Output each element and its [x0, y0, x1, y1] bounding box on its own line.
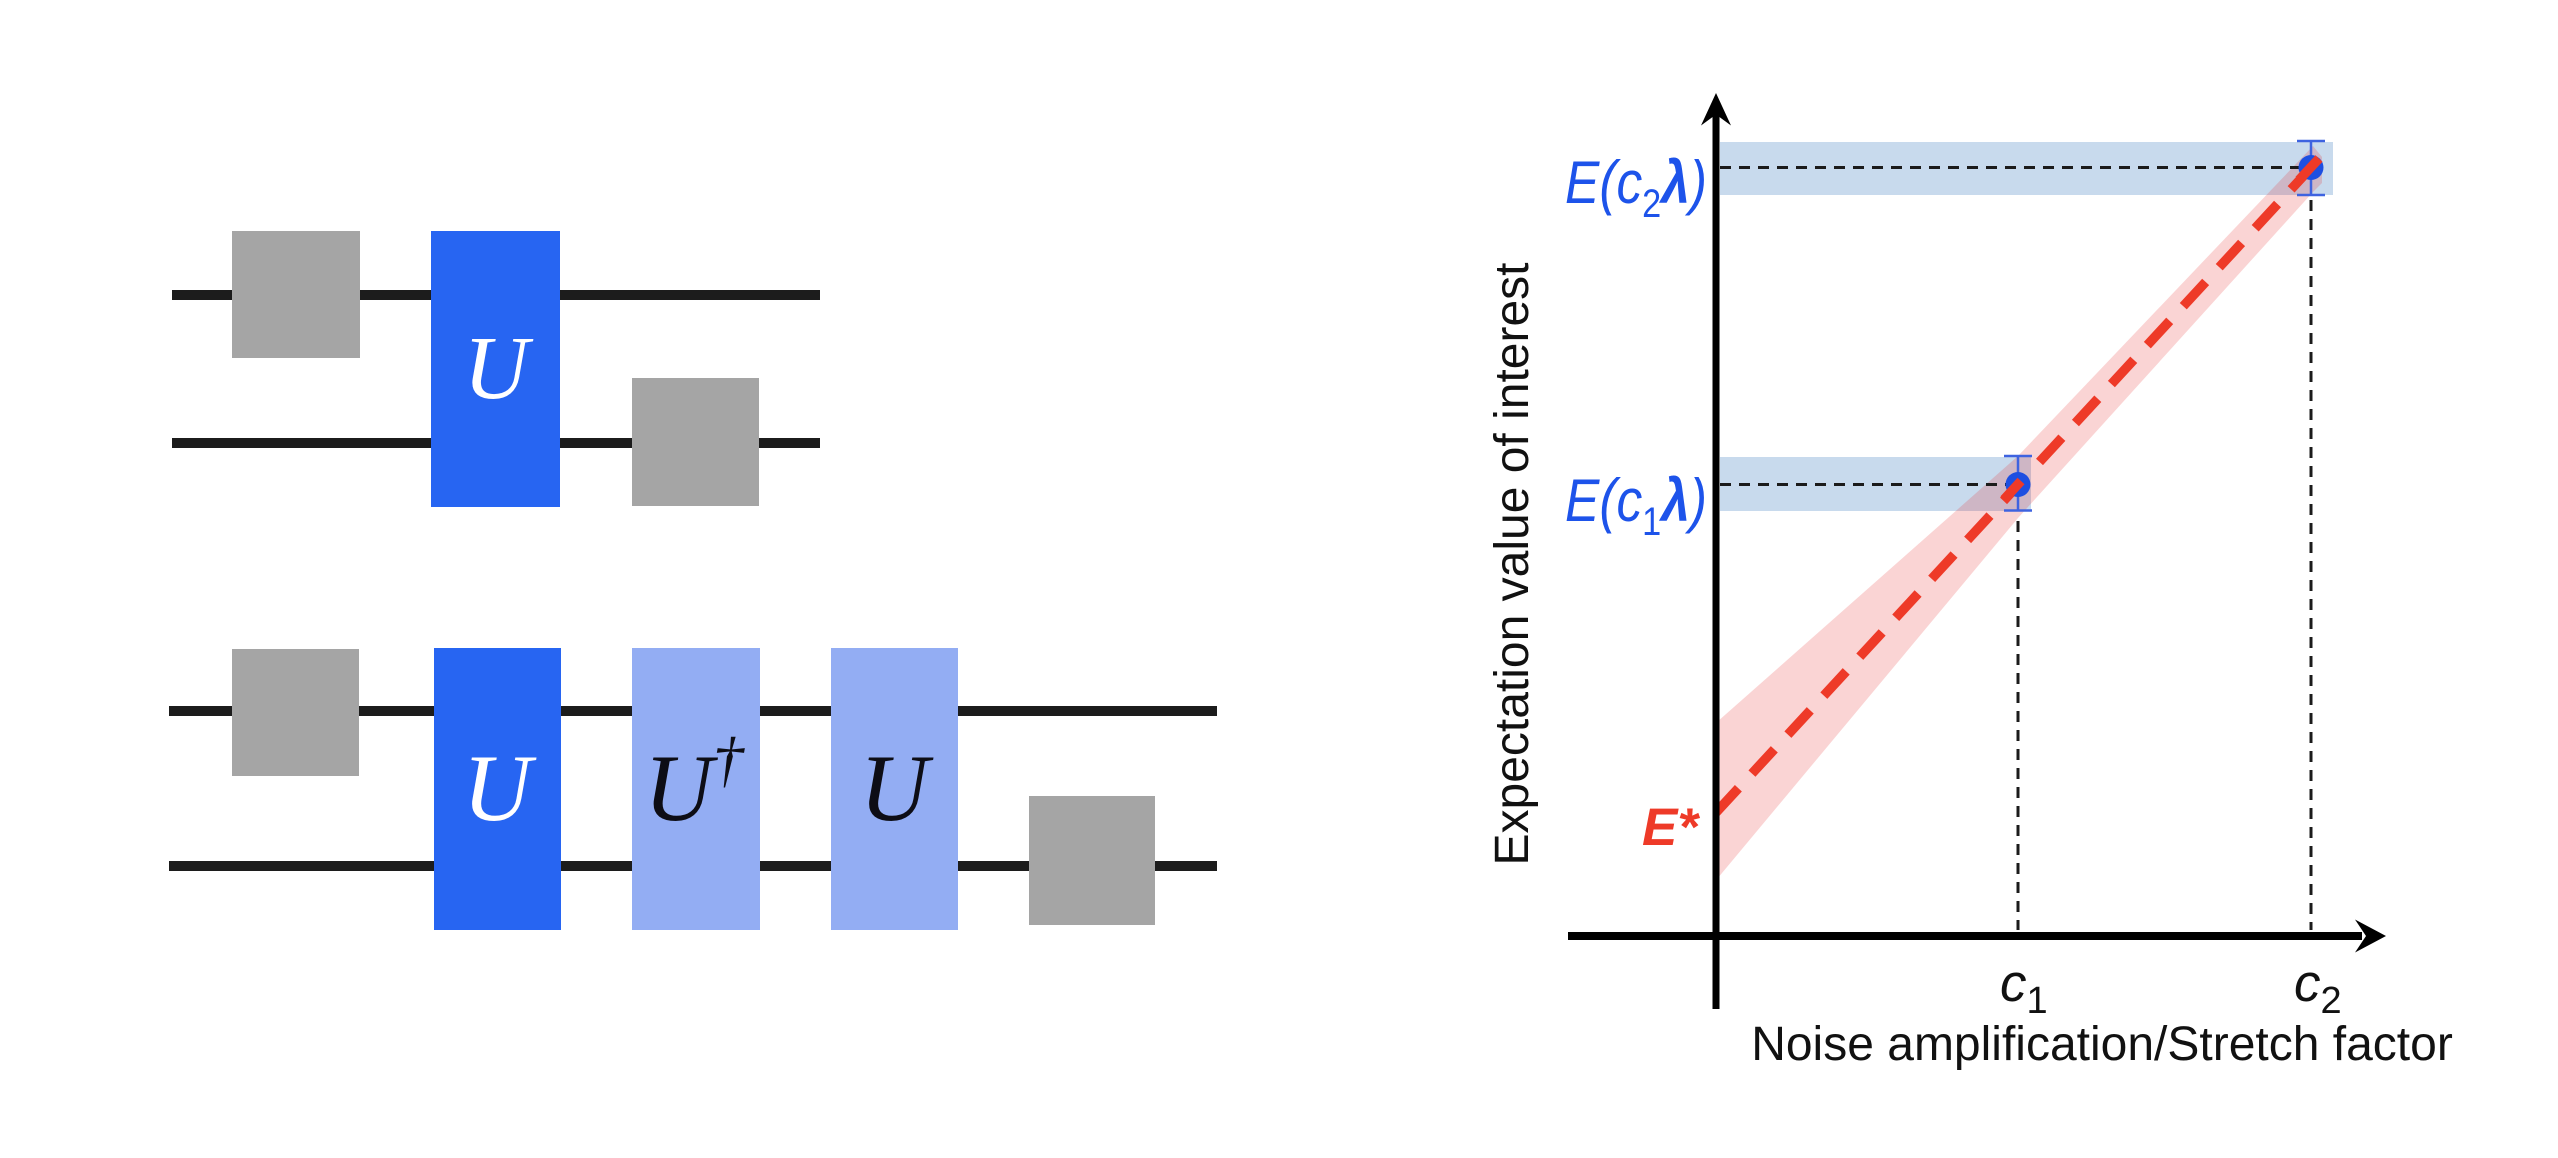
- svg-text:E*: E*: [1642, 798, 1700, 857]
- svg-text:E(c1λ): E(c1λ): [1565, 467, 1707, 544]
- svg-text:Expectation value of interest: Expectation value of interest: [1486, 262, 1539, 865]
- svg-text:E(c2λ): E(c2λ): [1565, 149, 1707, 226]
- svg-text:U: U: [463, 735, 537, 841]
- svg-text:c1: c1: [2000, 954, 2048, 1022]
- svg-text:U: U: [860, 735, 934, 841]
- svg-text:Noise amplification/Stretch fa: Noise amplification/Stretch factor: [1751, 1018, 2453, 1071]
- svg-text:U: U: [464, 319, 534, 418]
